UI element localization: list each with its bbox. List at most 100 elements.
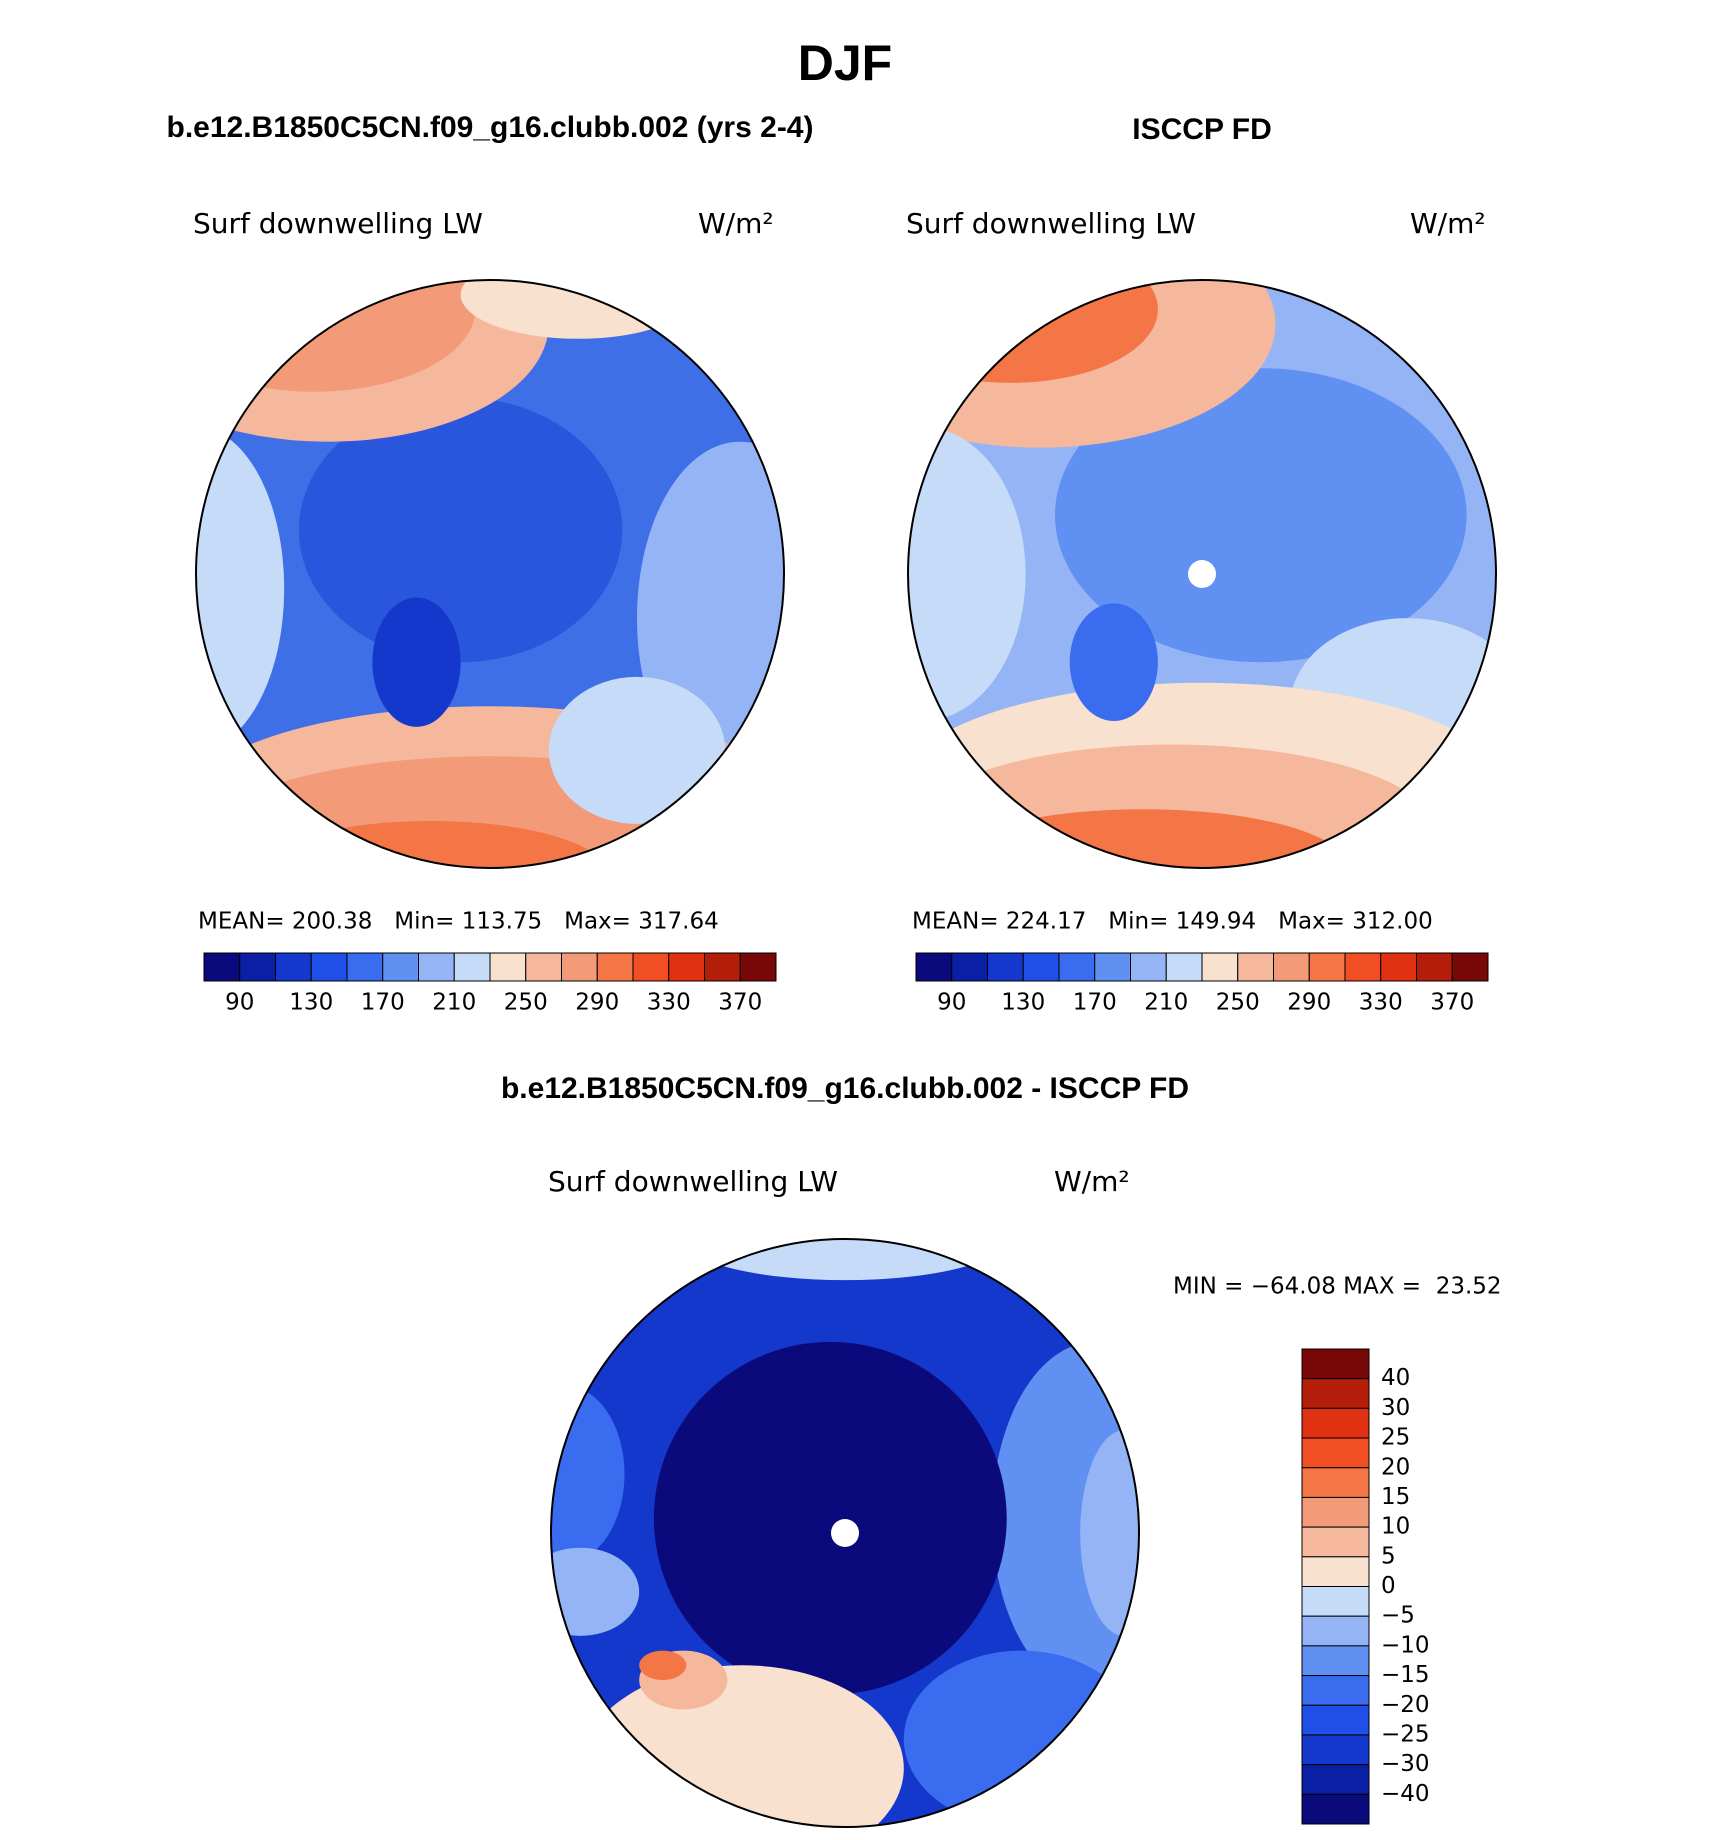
colorbar-box [1301,1467,1370,1498]
colorbar-label: 170 [1073,990,1117,1016]
colorbar-label: 330 [1359,990,1403,1016]
shaded-region [908,427,1026,721]
shaded-region [460,280,696,339]
shaded-region [551,1547,640,1636]
colorbar-box [1094,952,1131,982]
colorbar-box [1301,1348,1370,1380]
panel-title: ISCCP FD [1132,113,1271,146]
map-border [195,279,785,869]
colorbar-box [1308,952,1346,982]
shaded-region [1080,1430,1139,1636]
colorbar-label: 0 [1381,1573,1396,1599]
colorbar-label: 20 [1381,1454,1410,1480]
colorbar-box [951,952,988,982]
colorbar-box [1301,1764,1370,1795]
colorbar-box [1022,952,1060,982]
shaded-region [903,1650,1139,1827]
colorbar-label: 250 [504,990,548,1016]
colorbar-label: −20 [1381,1692,1430,1718]
units-label: W/m² [1410,207,1486,240]
variable-label: Surf downwelling LW [548,1165,838,1198]
colorbar-box [310,952,348,982]
colorbar-box [1301,1734,1370,1766]
colorbar-box [453,952,491,982]
shaded-region [196,427,285,751]
shaded-region [639,1650,687,1681]
colorbar-box [203,952,241,982]
stats: MEAN= 200.38 Min= 113.75 Max= 317.64 [198,909,719,935]
colorbar-box [632,952,670,982]
colorbar-label: 5 [1381,1543,1396,1569]
shaded-region [653,1341,1007,1695]
colorbar-label: 130 [289,990,333,1016]
shaded-region [196,280,549,442]
colorbar-box [1301,1615,1370,1647]
colorbar-label: 130 [1001,990,1045,1016]
colorbar-box [275,952,312,982]
stats: MIN = −64.08 MAX = 23.52 [1173,1274,1502,1300]
colorbar-box [1416,952,1453,982]
colorbar-label: 250 [1216,990,1260,1016]
units-label: W/m² [698,207,774,240]
shaded-region [196,280,476,392]
colorbar-box [1201,952,1239,982]
pole-mask [1188,560,1216,588]
colorbar-box [418,952,455,982]
colorbar-box [1301,1586,1370,1617]
panel-title: b.e12.B1850C5CN.f09_g16.clubb.002 - ISCC… [501,1072,1189,1105]
colorbar-label: −30 [1381,1751,1430,1777]
shaded-region [683,1239,1007,1281]
colorbar-box [1301,1704,1370,1736]
colorbar-box [525,952,562,982]
colorbar-box [1301,1526,1370,1558]
shaded-region [1055,368,1467,663]
variable-label: Surf downwelling LW [193,207,483,240]
shaded-region [551,1386,625,1563]
colorbar-label: 330 [647,990,691,1016]
colorbar-box [987,952,1024,982]
colorbar-box [1237,952,1274,982]
colorbar-box [346,952,384,982]
colorbar-box [1380,952,1417,982]
colorbar-label: −40 [1381,1781,1430,1807]
colorbar-label: −5 [1381,1603,1415,1629]
colorbar-label: −10 [1381,1632,1430,1658]
colorbar-box [1301,1407,1370,1439]
colorbar-label: 40 [1381,1365,1410,1391]
colorbar-box [382,952,419,982]
map [196,280,784,868]
colorbar-box [1301,1496,1370,1528]
colorbar-box [1165,952,1203,982]
shaded-region [298,397,623,663]
colorbar-label: 370 [1430,990,1474,1016]
variable-label: Surf downwelling LW [906,207,1196,240]
colorbar-label: 15 [1381,1484,1410,1510]
colorbar-label: 290 [575,990,619,1016]
colorbar-box [1301,1675,1370,1706]
colorbar-box [1451,952,1489,982]
stats: MEAN= 224.17 Min= 149.94 Max= 312.00 [912,909,1433,935]
colorbar-box [596,952,634,982]
pole-mask [831,1519,859,1547]
figure-title: DJF [798,35,892,91]
map [551,1239,1139,1827]
colorbar-label: 370 [718,990,762,1016]
colorbar-label: −25 [1381,1721,1430,1747]
colorbar-box [561,952,598,982]
shaded-region [548,676,726,824]
colorbar-box [668,952,705,982]
colorbar-label: 90 [225,990,254,1016]
colorbar-label: 170 [361,990,405,1016]
colorbar-box [1058,952,1096,982]
shaded-region [372,597,461,727]
colorbar-label: −15 [1381,1662,1430,1688]
shaded-region [908,280,1158,383]
colorbar-label: 10 [1381,1514,1410,1540]
map-border [907,279,1497,869]
shaded-region [1069,603,1158,721]
colorbar-label: 210 [1144,990,1188,1016]
colorbar-box [1301,1645,1370,1677]
colorbar-box [489,952,527,982]
